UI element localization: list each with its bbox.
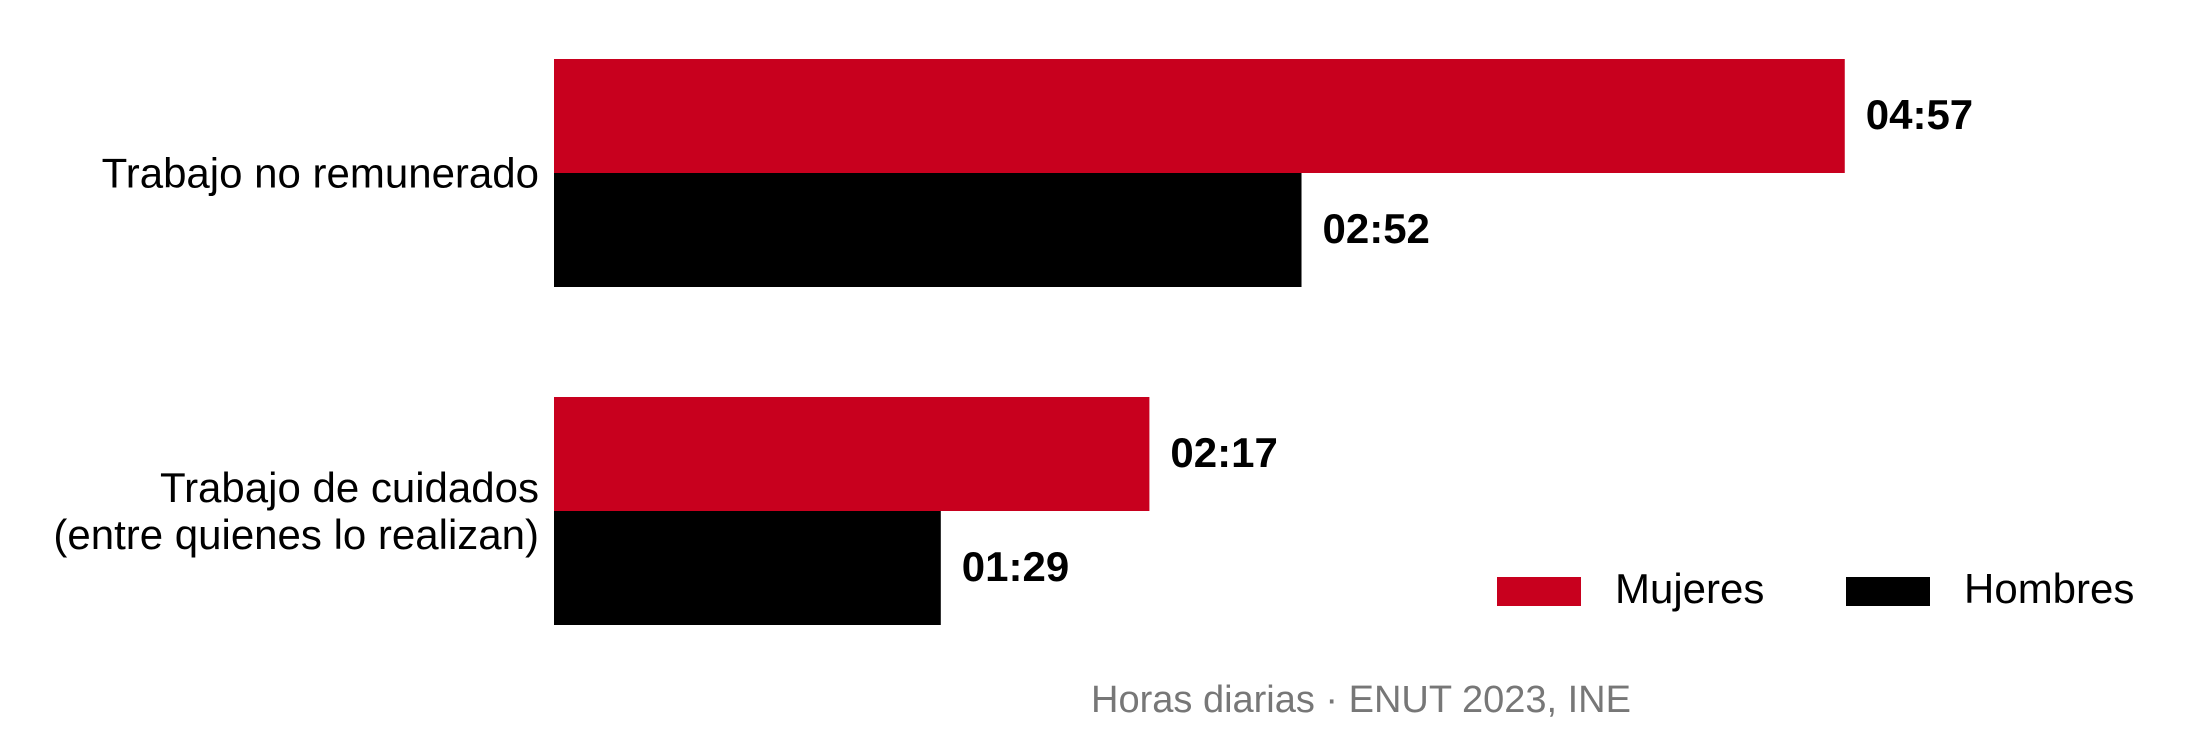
- bar: [554, 59, 1845, 173]
- bar: [554, 511, 941, 625]
- value-label: 01:29: [962, 543, 1069, 590]
- category-label: Trabajo no remunerado: [101, 149, 539, 197]
- legend-label: Mujeres: [1615, 565, 1764, 612]
- value-label: 02:52: [1323, 205, 1430, 252]
- category-label: Trabajo de cuidados (entre quienes lo re…: [53, 464, 539, 558]
- chart-caption: Horas diarias · ENUT 2023, INE: [1091, 679, 1631, 721]
- legend-label: Hombres: [1964, 565, 2134, 612]
- bar: [554, 173, 1302, 287]
- legend-swatch: [1497, 577, 1581, 606]
- value-label: 04:57: [1866, 91, 1973, 138]
- bar: [554, 397, 1150, 511]
- legend-swatch: [1846, 577, 1930, 606]
- value-label: 02:17: [1170, 429, 1277, 476]
